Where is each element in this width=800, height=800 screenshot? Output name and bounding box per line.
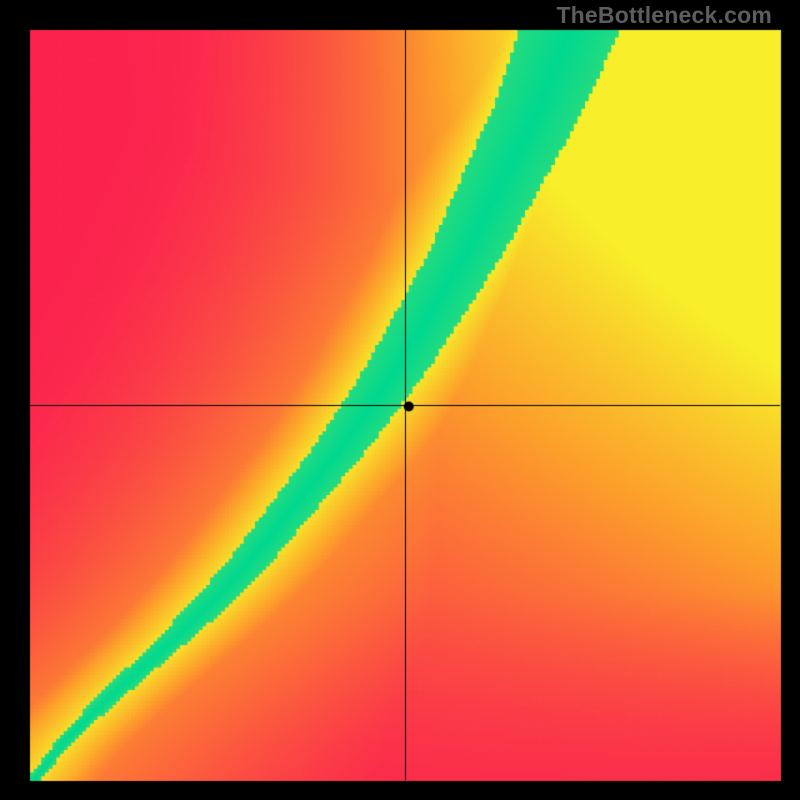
chart-container: TheBottleneck.com xyxy=(0,0,800,800)
heatmap-canvas xyxy=(0,0,800,800)
watermark-text: TheBottleneck.com xyxy=(556,2,772,29)
